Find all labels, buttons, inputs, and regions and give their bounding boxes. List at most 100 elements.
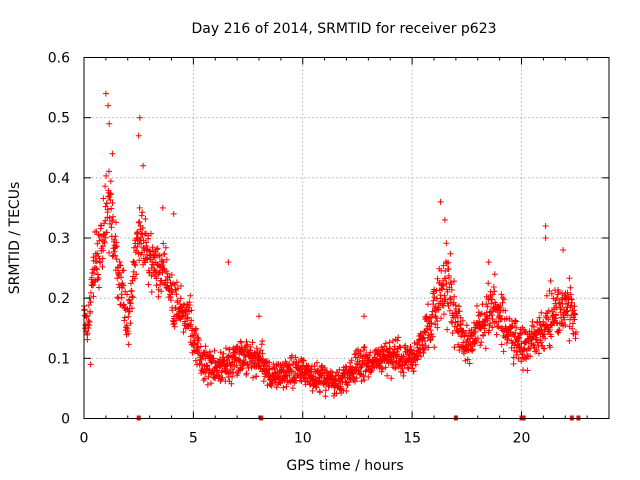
data-point	[367, 349, 374, 356]
data-point	[485, 280, 492, 287]
data-point	[440, 262, 447, 269]
data-point	[210, 355, 217, 362]
y-tick-label: 0.4	[48, 171, 70, 187]
data-point	[471, 340, 478, 347]
data-point	[388, 375, 395, 382]
data-point	[121, 317, 128, 324]
data-point	[504, 336, 511, 343]
data-point	[339, 379, 346, 386]
data-point	[386, 339, 393, 346]
data-point	[180, 329, 187, 336]
data-point	[548, 290, 555, 297]
data-point	[109, 200, 116, 206]
data-point	[442, 275, 449, 282]
data-point	[219, 374, 226, 381]
data-point	[156, 252, 163, 259]
data-point	[563, 300, 569, 307]
data-point	[445, 302, 452, 309]
data-point	[522, 339, 529, 346]
data-point	[477, 342, 484, 349]
data-point	[187, 292, 194, 299]
data-point	[488, 296, 495, 303]
data-point	[262, 362, 269, 369]
data-point	[120, 282, 127, 289]
data-point	[133, 271, 140, 278]
data-point	[460, 339, 467, 346]
data-point	[129, 305, 135, 312]
data-point	[485, 295, 492, 302]
y-axis-label: SRMTID / TECUs	[7, 182, 23, 295]
data-point	[159, 204, 166, 211]
data-point	[256, 313, 262, 320]
data-point	[559, 320, 566, 326]
data-point	[130, 258, 137, 265]
data-point	[518, 358, 525, 365]
data-point	[315, 379, 322, 386]
data-point	[474, 335, 481, 342]
data-point	[303, 375, 310, 382]
data-point	[518, 330, 525, 336]
data-point	[344, 382, 351, 389]
data-point	[363, 351, 370, 358]
data-point	[443, 240, 450, 247]
data-point	[161, 250, 168, 257]
data-point	[292, 354, 299, 361]
data-point	[169, 307, 176, 314]
data-point	[441, 292, 448, 299]
data-point	[414, 356, 421, 363]
data-point	[410, 368, 417, 375]
data-point	[427, 327, 434, 334]
data-point	[167, 279, 174, 286]
data-point	[90, 281, 97, 288]
data-point	[173, 291, 180, 298]
data-point	[81, 306, 88, 313]
data-point	[365, 373, 372, 380]
data-point	[512, 329, 519, 336]
y-tick-label: 0.6	[48, 51, 70, 67]
data-point	[422, 338, 428, 345]
data-point	[441, 216, 448, 223]
data-point	[499, 294, 506, 301]
data-point	[489, 316, 496, 322]
y-tick-label: 0.3	[48, 231, 70, 247]
data-point	[520, 347, 527, 354]
x-tick-label: 0	[80, 431, 89, 447]
data-point	[382, 340, 389, 347]
data-point	[136, 204, 143, 211]
data-point	[109, 217, 116, 224]
data-point	[457, 314, 464, 321]
data-point	[243, 338, 250, 345]
data-point	[569, 320, 576, 327]
data-point	[283, 383, 290, 390]
data-point	[444, 326, 451, 333]
data-point	[85, 317, 92, 324]
data-point	[348, 357, 355, 364]
data-point	[198, 356, 205, 363]
data-point	[195, 337, 202, 344]
data-point	[195, 344, 202, 351]
data-point	[430, 297, 437, 304]
data-point	[88, 274, 95, 281]
data-point	[196, 347, 203, 354]
data-point	[93, 265, 99, 272]
data-point	[512, 317, 519, 324]
data-point	[86, 319, 93, 325]
data-point	[286, 372, 293, 379]
data-point	[493, 331, 500, 338]
data-point	[456, 303, 462, 310]
data-point	[223, 345, 229, 352]
data-point	[361, 344, 368, 350]
data-point	[425, 332, 432, 338]
data-point	[456, 308, 463, 315]
data-point	[387, 345, 394, 352]
data-point	[500, 296, 507, 303]
data-point	[271, 369, 278, 376]
data-point	[454, 312, 461, 319]
data-point	[91, 278, 98, 285]
data-point	[560, 247, 567, 253]
data-point	[106, 249, 113, 256]
data-point	[257, 347, 264, 354]
data-point	[280, 384, 287, 391]
data-point	[573, 329, 579, 336]
